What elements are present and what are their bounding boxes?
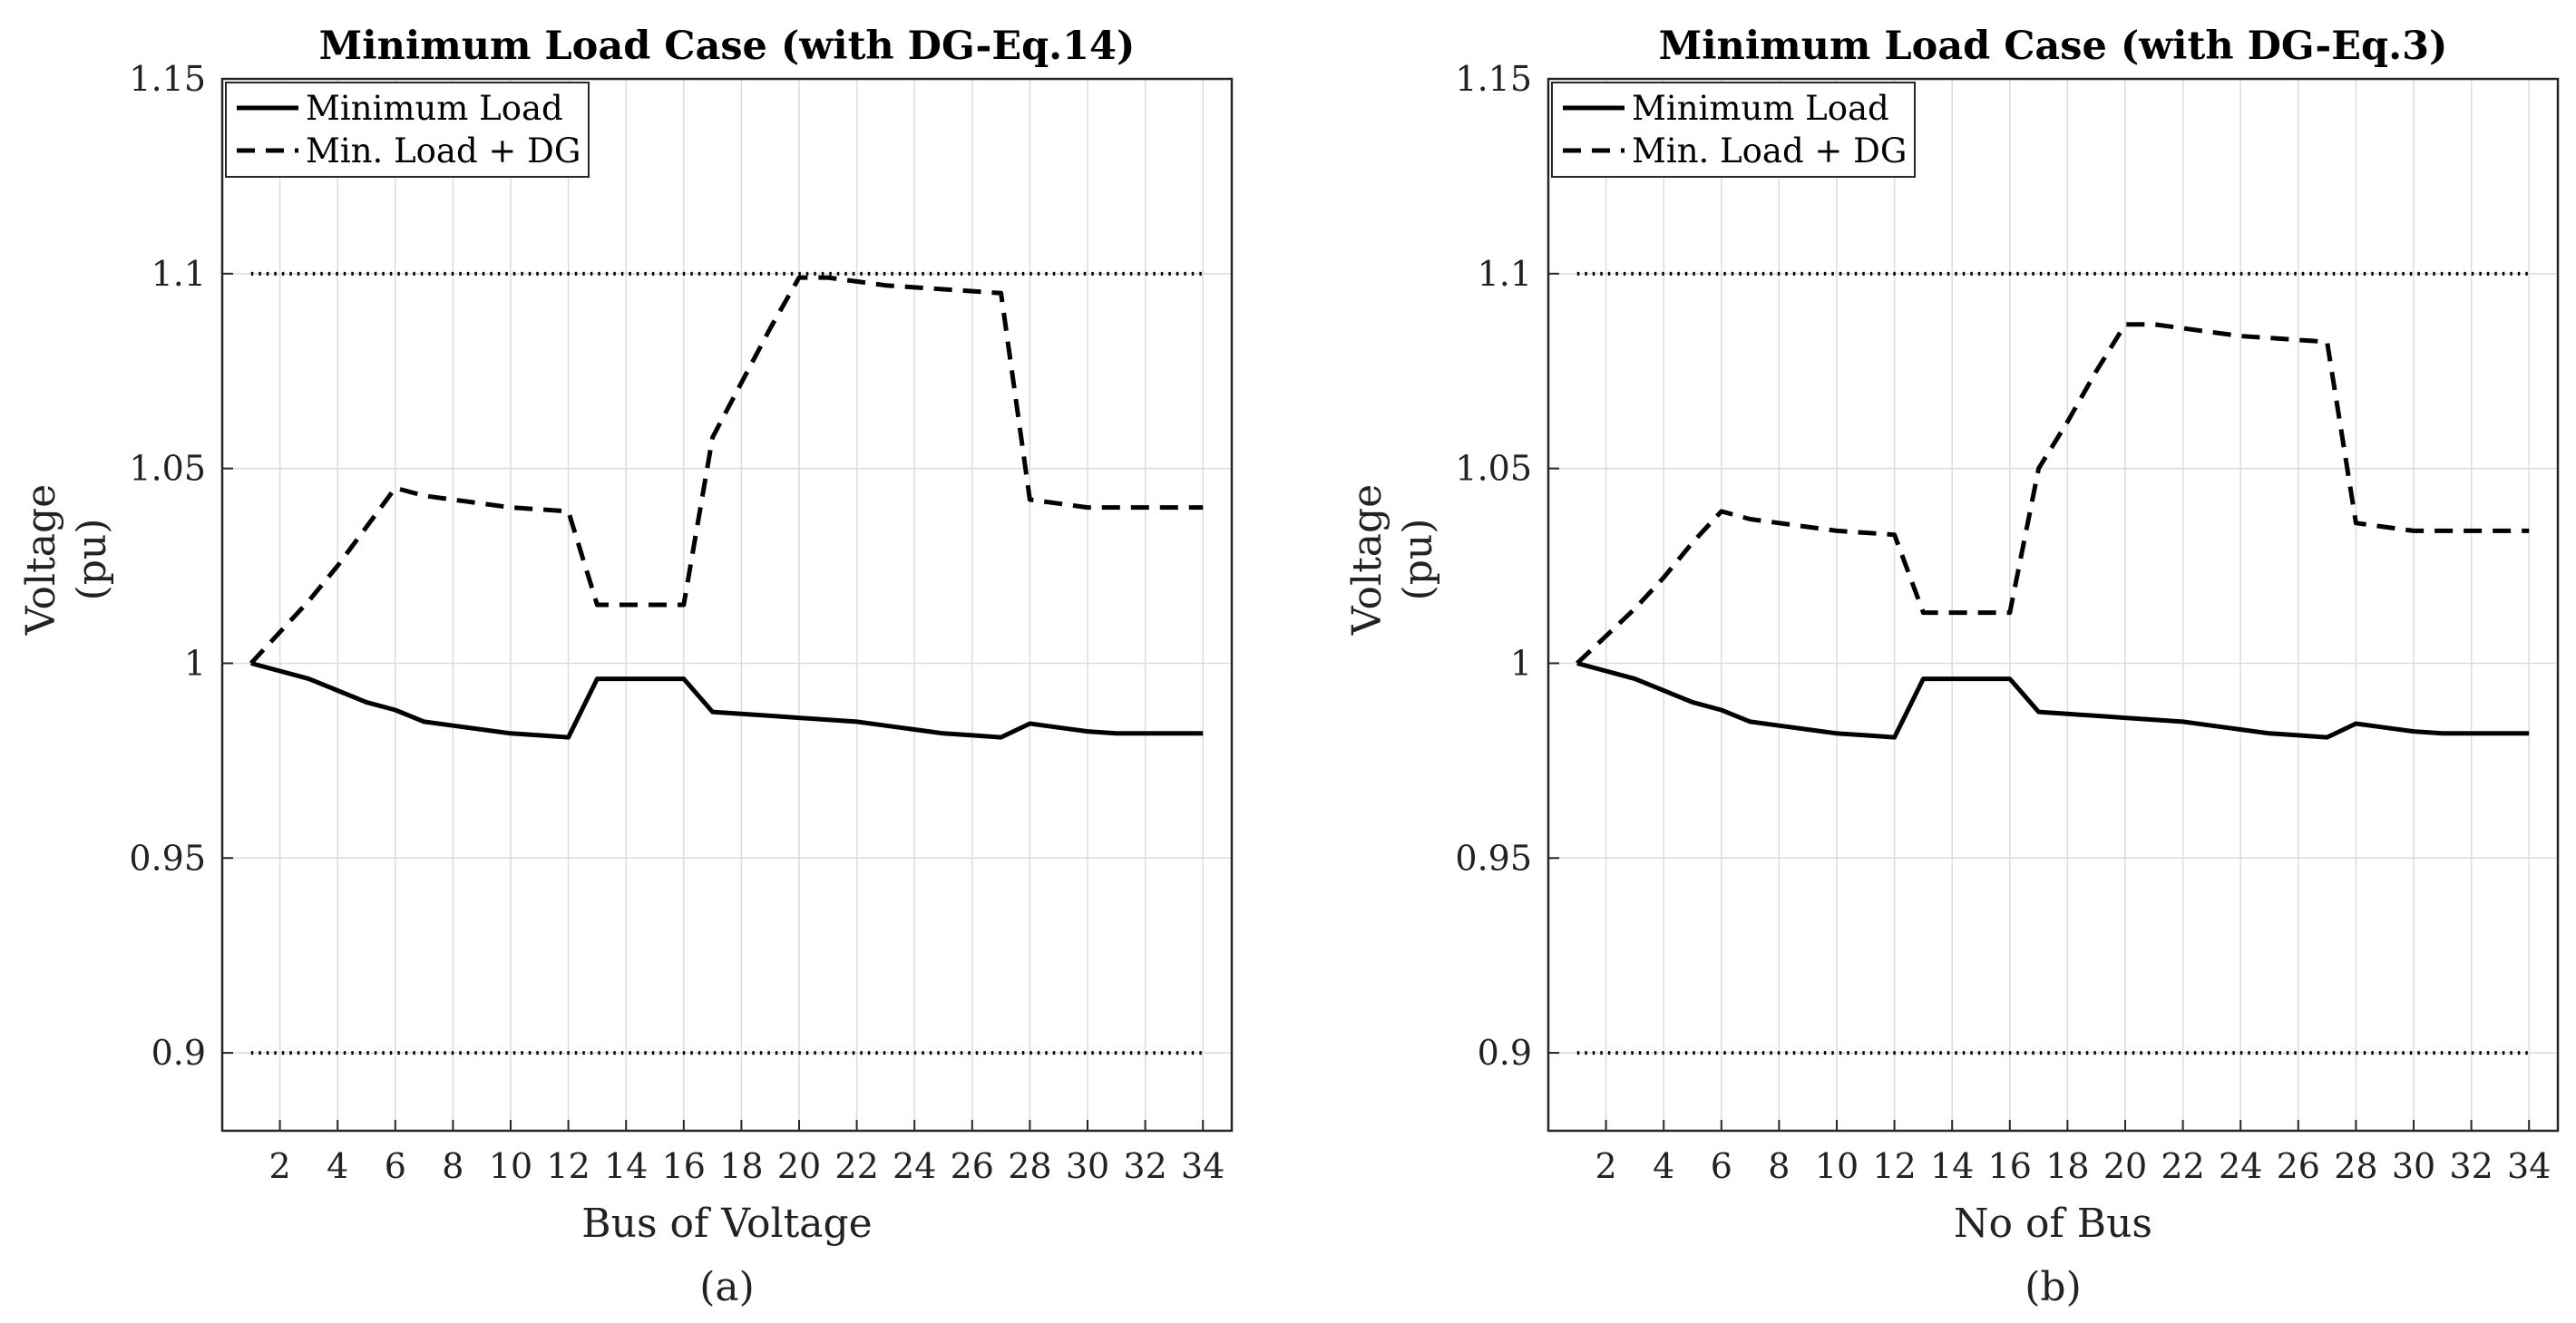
legend-label: Minimum Load: [306, 89, 563, 128]
chart-panel-a: 2 4 6 8 10 12 14 16 18 20 22 24 26 28 30 32 340.90.9511.…: [18, 24, 1234, 1310]
x-tick-label: 14: [604, 1146, 648, 1186]
y-tick-label: 1.15: [129, 59, 206, 99]
x-tick-label: 12: [546, 1146, 590, 1186]
axes-box: [220, 77, 1234, 1133]
series-line-minimum-load: [1576, 660, 2530, 740]
x-tick-label: 28: [2334, 1146, 2377, 1186]
series-line-min-load-dg: [1576, 322, 2530, 666]
axes-box: [1547, 77, 2560, 1133]
x-tick-label: 34: [1181, 1146, 1225, 1186]
y-tick-label: 1.15: [1455, 59, 1532, 99]
x-tick-label: 34: [2507, 1146, 2551, 1186]
chart-title: Minimum Load Case (with DG-Eq.14): [319, 24, 1136, 69]
x-tick-label: 10: [489, 1146, 532, 1186]
x-tick-label: 22: [2161, 1146, 2204, 1186]
y-tick-label: 0.9: [1478, 1033, 1532, 1073]
x-tick-label: 8: [442, 1146, 463, 1186]
x-axis-label: Bus of Voltage: [581, 1201, 872, 1247]
x-tick-label: 32: [1123, 1146, 1166, 1186]
legend-label: Min. Load + DG: [1632, 131, 1907, 170]
y-tick-label: 0.95: [1455, 838, 1532, 878]
y-axis-label-line: Voltage: [18, 484, 64, 636]
chart-panel-b: 2 4 6 8 10 12 14 16 18 20 22 24 26 28 30 32 340.90.9511.…: [1344, 24, 2560, 1310]
x-tick-label: 2: [1595, 1146, 1617, 1186]
x-tick-label: 28: [1008, 1146, 1051, 1186]
x-tick-label: 20: [777, 1146, 821, 1186]
x-axis-label: No of Bus: [1954, 1201, 2152, 1247]
y-tick-label: 1: [184, 643, 206, 683]
y-axis-label-line: (pu): [69, 519, 115, 601]
y-tick-label: 1.05: [1455, 449, 1532, 489]
x-tick-label: 26: [951, 1146, 994, 1186]
series-line-min-load-dg: [249, 275, 1204, 666]
x-tick-label: 2: [269, 1146, 291, 1186]
y-tick-label: 0.95: [129, 838, 206, 878]
x-tick-label: 20: [2103, 1146, 2147, 1186]
y-axis-label: Voltage (pu): [18, 484, 115, 636]
y-tick-label: 1.1: [151, 254, 206, 294]
panel-caption: (b): [2025, 1264, 2082, 1310]
x-tick-label: 14: [1930, 1146, 1974, 1186]
chart-title: Minimum Load Case (with DG-Eq.3): [1659, 24, 2448, 69]
x-tick-label: 10: [1815, 1146, 1859, 1186]
x-tick-label: 16: [662, 1146, 706, 1186]
x-tick-label: 4: [1653, 1146, 1674, 1186]
panel-caption: (a): [699, 1264, 755, 1310]
y-tick-label: 1.05: [129, 449, 206, 489]
y-axis-label: Voltage (pu): [1344, 484, 1441, 636]
series-line-minimum-load: [250, 660, 1204, 740]
x-tick-label: 6: [385, 1146, 406, 1186]
y-axis-label-line: Voltage: [1344, 484, 1390, 636]
x-tick-label: 24: [893, 1146, 936, 1186]
y-tick-label: 1.1: [1478, 254, 1532, 294]
x-tick-label: 4: [327, 1146, 348, 1186]
x-tick-label: 18: [719, 1146, 763, 1186]
x-tick-label: 30: [1066, 1146, 1109, 1186]
x-tick-label: 6: [1711, 1146, 1732, 1186]
y-tick-label: 1: [1510, 643, 1532, 683]
x-tick-label: 26: [2277, 1146, 2320, 1186]
legend-box: [1551, 82, 1916, 178]
legend-box: [225, 82, 590, 178]
x-tick-label: 32: [2449, 1146, 2493, 1186]
x-tick-label: 22: [834, 1146, 878, 1186]
legend-label: Min. Load + DG: [306, 131, 581, 170]
x-tick-label: 18: [2045, 1146, 2089, 1186]
x-tick-label: 8: [1768, 1146, 1790, 1186]
x-tick-label: 24: [2219, 1146, 2262, 1186]
y-axis-label-line: (pu): [1395, 519, 1441, 601]
x-tick-label: 12: [1872, 1146, 1916, 1186]
x-tick-label: 30: [2392, 1146, 2435, 1186]
x-tick-label: 16: [1988, 1146, 2032, 1186]
y-tick-label: 0.9: [151, 1033, 206, 1073]
legend-label: Minimum Load: [1632, 89, 1889, 128]
